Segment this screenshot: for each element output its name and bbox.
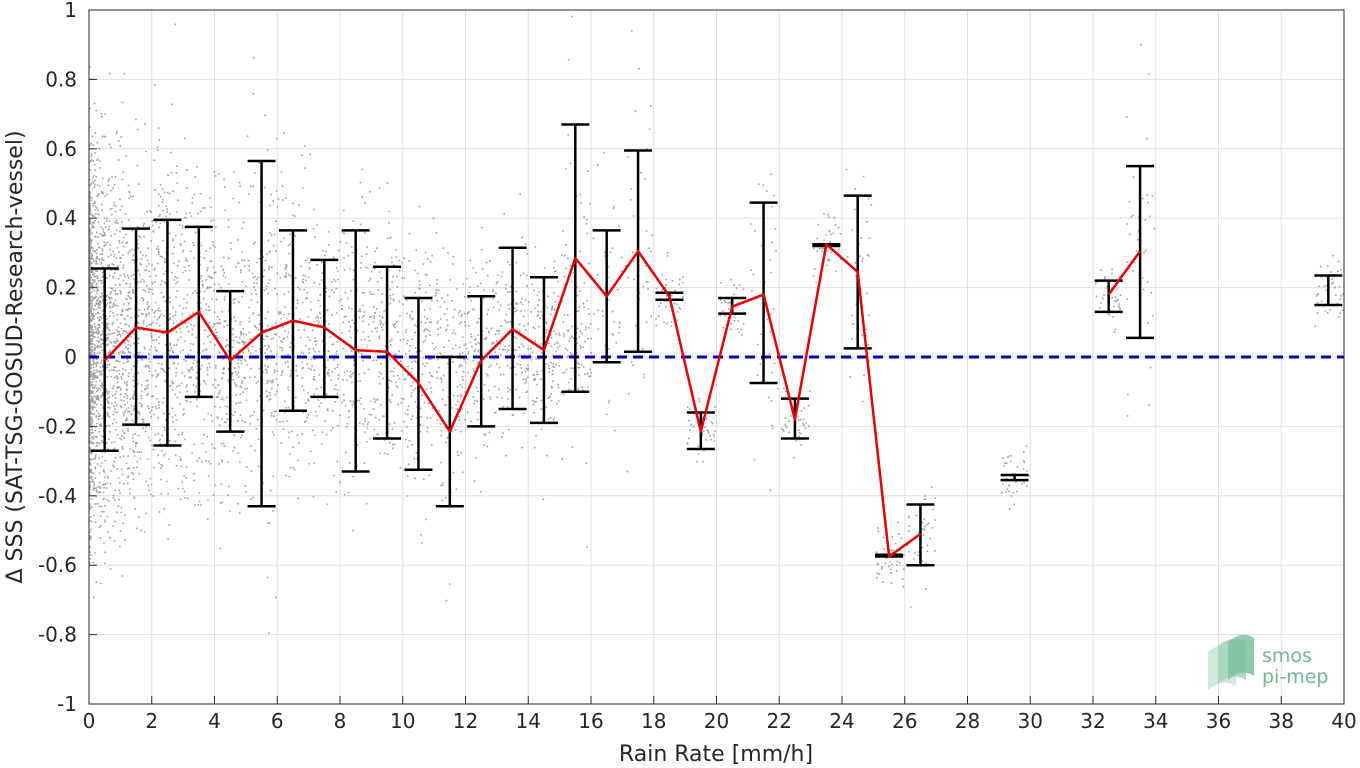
y-tick-label: 0.6 <box>45 137 77 161</box>
x-tick-label: 34 <box>1143 709 1168 733</box>
mean-line-segment <box>1107 250 1142 296</box>
x-tick-label: 36 <box>1206 709 1231 733</box>
x-tick-label: 32 <box>1080 709 1105 733</box>
x-tick-label: 10 <box>390 709 415 733</box>
smos-pi-mep-logo: smos pi-mep <box>1208 634 1328 690</box>
y-tick-label: -1 <box>57 692 77 716</box>
error-bar <box>749 201 778 385</box>
mean-line-segment <box>103 242 922 558</box>
y-tick-label: 0.4 <box>45 206 77 230</box>
x-tick-label: 2 <box>145 709 158 733</box>
x-tick-label: 6 <box>271 709 284 733</box>
y-tick-label: -0.6 <box>38 553 77 577</box>
y-tick-label: -0.4 <box>38 484 77 508</box>
y-tick-label: 0.2 <box>45 276 77 300</box>
error-bar <box>1000 473 1029 482</box>
y-axis-label: Δ SSS (SAT-TSG-GOSUD-Research-vessel) <box>3 130 28 583</box>
x-tick-labels: 0 2 4 6 8 10 12 14 16 18 20 22 24 26 28 30 32 34 36 38 40 <box>83 709 1357 733</box>
y-tick-labels: -1 -0.8 -0.6 -0.4 -0.2 0 0.2 0.4 0.6 0.8 1 <box>38 0 77 716</box>
y-tick-label: 0.8 <box>45 67 77 91</box>
x-tick-label: 0 <box>83 709 96 733</box>
x-axis-label: Rain Rate [mm/h] <box>619 742 813 767</box>
y-tick-label: -0.8 <box>38 623 77 647</box>
x-tick-label: 20 <box>704 709 729 733</box>
x-tick-label: 24 <box>829 709 854 733</box>
x-tick-label: 14 <box>516 709 541 733</box>
x-tick-label: 40 <box>1331 709 1356 733</box>
x-tick-label: 26 <box>892 709 917 733</box>
x-tick-label: 30 <box>1018 709 1043 733</box>
x-tick-label: 4 <box>208 709 221 733</box>
logo-text-pi-mep: pi-mep <box>1262 666 1328 688</box>
x-tick-label: 28 <box>955 709 980 733</box>
y-tick-label: 1 <box>64 0 77 22</box>
x-tick-label: 18 <box>641 709 666 733</box>
logo-text-smos: smos <box>1262 645 1312 667</box>
x-tick-label: 16 <box>578 709 603 733</box>
x-tick-label: 8 <box>334 709 347 733</box>
x-tick-label: 22 <box>767 709 792 733</box>
error-bar <box>1314 274 1343 307</box>
y-tick-label: -0.2 <box>38 414 77 438</box>
y-tick-label: 0 <box>64 345 77 369</box>
x-tick-label: 12 <box>453 709 478 733</box>
x-tick-label: 38 <box>1269 709 1294 733</box>
logo-icon <box>1208 634 1254 690</box>
plot-frame <box>88 9 1345 705</box>
mean-line <box>103 242 1142 558</box>
